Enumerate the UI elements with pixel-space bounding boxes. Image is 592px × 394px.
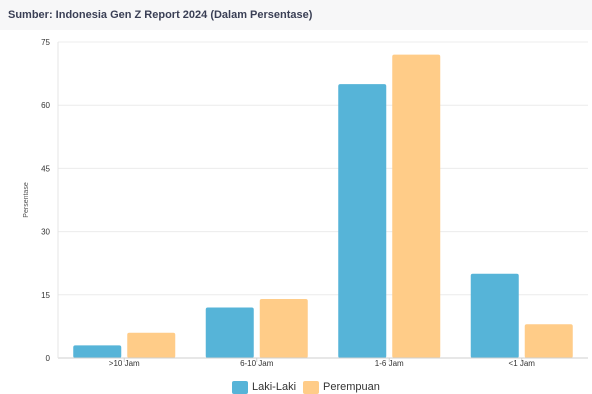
bar-perempuan-2[interactable] bbox=[392, 54, 441, 358]
bar-layer bbox=[73, 54, 573, 358]
bar-perempuan-3[interactable] bbox=[524, 324, 573, 358]
axis-layer bbox=[57, 42, 588, 362]
x-tick-label: 1-6 Jam bbox=[375, 359, 404, 368]
header-band bbox=[0, 0, 592, 30]
bar-laki-laki-3[interactable] bbox=[470, 273, 519, 358]
source-title: Sumber: Indonesia Gen Z Report 2024 (Dal… bbox=[8, 9, 313, 21]
legend-item-laki-laki[interactable]: Laki-Laki bbox=[232, 380, 296, 394]
bar-laki-laki-0[interactable] bbox=[73, 345, 122, 358]
bar-laki-laki-1[interactable] bbox=[205, 307, 254, 358]
legend-label-laki-laki: Laki-Laki bbox=[252, 381, 297, 393]
legend-swatch-perempuan bbox=[303, 380, 319, 394]
y-tick-label: 75 bbox=[41, 38, 50, 47]
grid-layer bbox=[58, 41, 588, 296]
y-tick-label: 30 bbox=[41, 228, 50, 237]
x-tick-label: >10 Jam bbox=[109, 359, 140, 368]
bar-perempuan-0[interactable] bbox=[127, 332, 176, 358]
y-tick-label: 60 bbox=[41, 101, 50, 110]
bar-perempuan-1[interactable] bbox=[259, 299, 308, 358]
x-tick-label: <1 Jam bbox=[509, 359, 536, 368]
legend-swatch-laki-laki bbox=[232, 380, 248, 394]
bar-laki-laki-2[interactable] bbox=[338, 84, 387, 358]
legend-item-perempuan[interactable]: Perempuan bbox=[303, 380, 380, 394]
label-layer: 0 15 30 45 60 75 >10 Jam 6-10 Jam 1-6 Jam <1 Jam P… bbox=[23, 38, 535, 368]
y-axis-label: Persentase bbox=[23, 182, 30, 218]
legend-label-perempuan: Perempuan bbox=[323, 381, 380, 393]
y-tick-label: 15 bbox=[41, 291, 50, 300]
legend: Laki-Laki Perempuan bbox=[0, 380, 592, 394]
y-tick-label: 45 bbox=[41, 164, 50, 173]
x-tick-label: 6-10 Jam bbox=[240, 359, 274, 368]
y-tick-label: 0 bbox=[46, 354, 51, 363]
